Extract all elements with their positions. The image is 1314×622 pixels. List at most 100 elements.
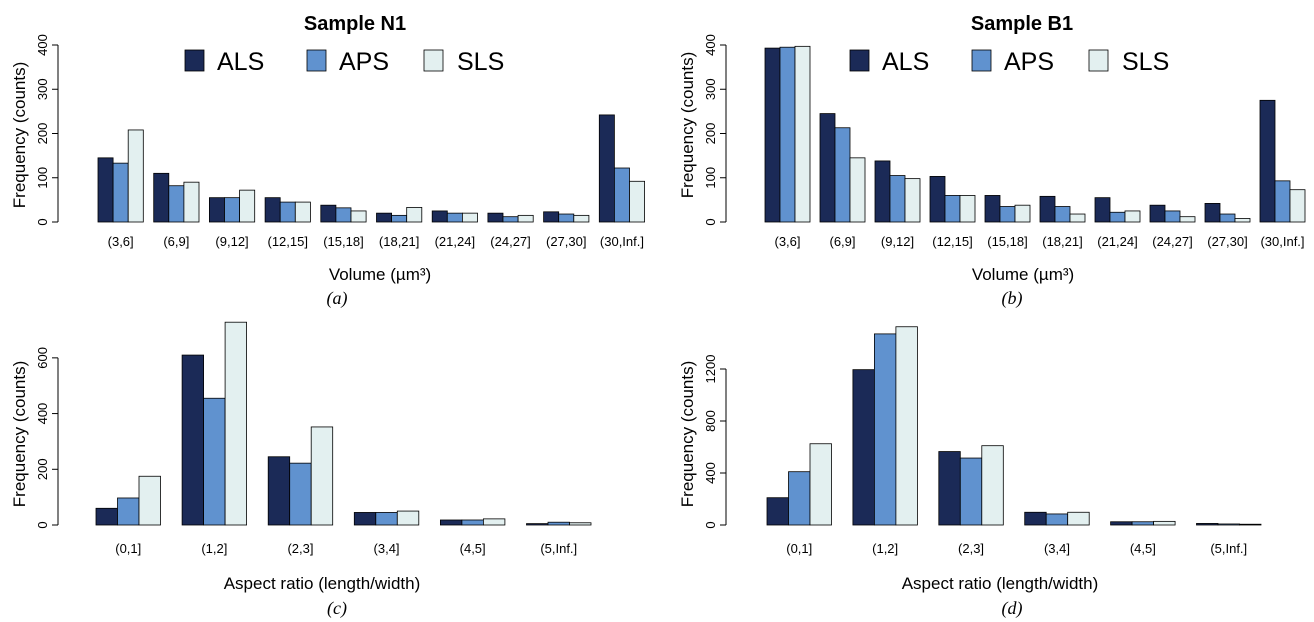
bar-als-5 [1196,523,1219,526]
y-tick-label: 400 [35,34,50,56]
bar-sls-5 [569,522,592,526]
y-tick-label: 400 [703,462,718,484]
bar-aps-4 [461,519,484,526]
bar-aps-4 [335,207,352,223]
panel-c-caption: (c) [327,598,347,619]
x-tick-label: (12,15] [268,234,308,249]
bar-aps-1 [834,127,851,223]
y-tick-label: 200 [703,123,718,145]
bar-aps-5 [1217,523,1240,526]
bar-aps-5 [547,521,570,526]
bar-sls-6 [1124,210,1141,223]
x-tick-label: (0,1] [115,541,141,556]
x-tick-label: (9,12] [215,234,248,249]
bar-aps-1 [874,333,897,526]
bar-sls-3 [959,195,976,223]
bar-sls-0 [127,129,144,223]
legend-label-aps: APS [1004,48,1054,76]
bar-als-8 [543,211,560,223]
bar-aps-9 [1274,180,1291,223]
panel-a: Sample N1 Volume (µm³) Frequency (counts… [10,13,646,309]
bar-als-9 [598,114,615,223]
panel-b-ylabel: Frequency (counts) [678,52,697,198]
panel-b-legend: ALS APS SLS [849,48,1169,76]
bar-sls-5 [1069,213,1086,223]
bar-sls-9 [1289,189,1306,223]
bar-als-4 [439,519,463,526]
bar-aps-3 [1045,513,1069,526]
bar-sls-1 [849,157,866,223]
x-tick-label: (15,18] [987,234,1027,249]
bar-als-2 [208,197,225,223]
bar-als-0 [766,497,789,526]
x-tick-label: (12,15] [932,234,972,249]
x-tick-label: (6,9] [163,234,189,249]
bar-aps-2 [289,462,312,526]
legend-label-sls: SLS [457,48,504,76]
panel-a-ylabel: Frequency (counts) [10,62,29,208]
y-tick-label: 0 [35,521,50,528]
bar-als-4 [1110,521,1133,526]
x-tick-label: (18,21] [379,234,419,249]
y-tick-label: 400 [35,403,50,425]
bar-als-0 [764,47,781,223]
legend-swatch-als [849,49,870,72]
legend-label-als: ALS [882,48,929,76]
x-tick-label: (30,Inf.] [1260,234,1304,249]
bar-aps-5 [391,214,408,223]
panel-b-title: Sample B1 [971,13,1073,35]
x-tick-label: (5,Inf.] [540,541,577,556]
bar-als-6 [431,210,448,223]
bar-aps-4 [999,206,1016,223]
x-tick-label: (24,27] [490,234,530,249]
y-tick-label: 100 [703,167,718,189]
bar-sls-4 [1153,520,1176,526]
bar-aps-3 [944,195,961,223]
panel-c: Aspect ratio (length/width) Frequency (c… [10,321,592,619]
bar-sls-1 [183,181,200,223]
bar-aps-9 [614,167,630,223]
bar-als-1 [181,354,205,526]
x-tick-label: (1,2] [201,541,227,556]
bar-sls-2 [239,189,256,223]
y-tick-label: 300 [703,78,718,100]
bar-als-1 [852,369,875,526]
bar-als-2 [267,456,291,526]
y-tick-label: 0 [35,218,50,225]
bar-als-5 [526,523,549,526]
bar-sls-0 [138,475,161,526]
legend-swatch-aps [306,49,327,72]
panel-b: Sample B1 Volume (µm³) Frequency (counts… [678,13,1306,309]
bar-als-3 [264,197,281,223]
bar-aps-0 [117,497,140,526]
x-tick-label: (3,4] [374,541,400,556]
bar-aps-1 [168,185,185,223]
bar-als-6 [1094,197,1111,223]
y-tick-label: 400 [703,34,718,56]
legend-label-aps: APS [339,48,389,76]
bar-sls-1 [224,321,248,526]
bar-sls-3 [294,201,311,223]
y-tick-label: 300 [35,78,50,100]
panel-d-ylabel: Frequency (counts) [678,361,697,507]
legend-swatch-als [184,49,205,72]
bar-sls-8 [573,214,590,223]
panel-c-xlabel: Aspect ratio (length/width) [224,574,421,593]
x-tick-label: (30,Inf.] [600,234,644,249]
x-tick-label: (2,3] [287,541,313,556]
x-tick-label: (15,18] [323,234,363,249]
bar-sls-3 [396,510,420,526]
legend-swatch-sls [1088,49,1109,72]
bar-aps-6 [1109,211,1126,223]
bar-als-7 [487,212,504,223]
bar-aps-4 [1131,521,1154,526]
bar-aps-0 [112,162,129,223]
bar-sls-3 [1067,511,1090,526]
bar-als-1 [819,113,836,223]
bar-sls-8 [1234,218,1251,223]
panel-d-xlabel: Aspect ratio (length/width) [902,574,1099,593]
bar-aps-8 [1219,213,1236,223]
bar-aps-0 [788,471,811,526]
bar-als-1 [153,172,170,223]
bar-aps-7 [1164,210,1181,223]
